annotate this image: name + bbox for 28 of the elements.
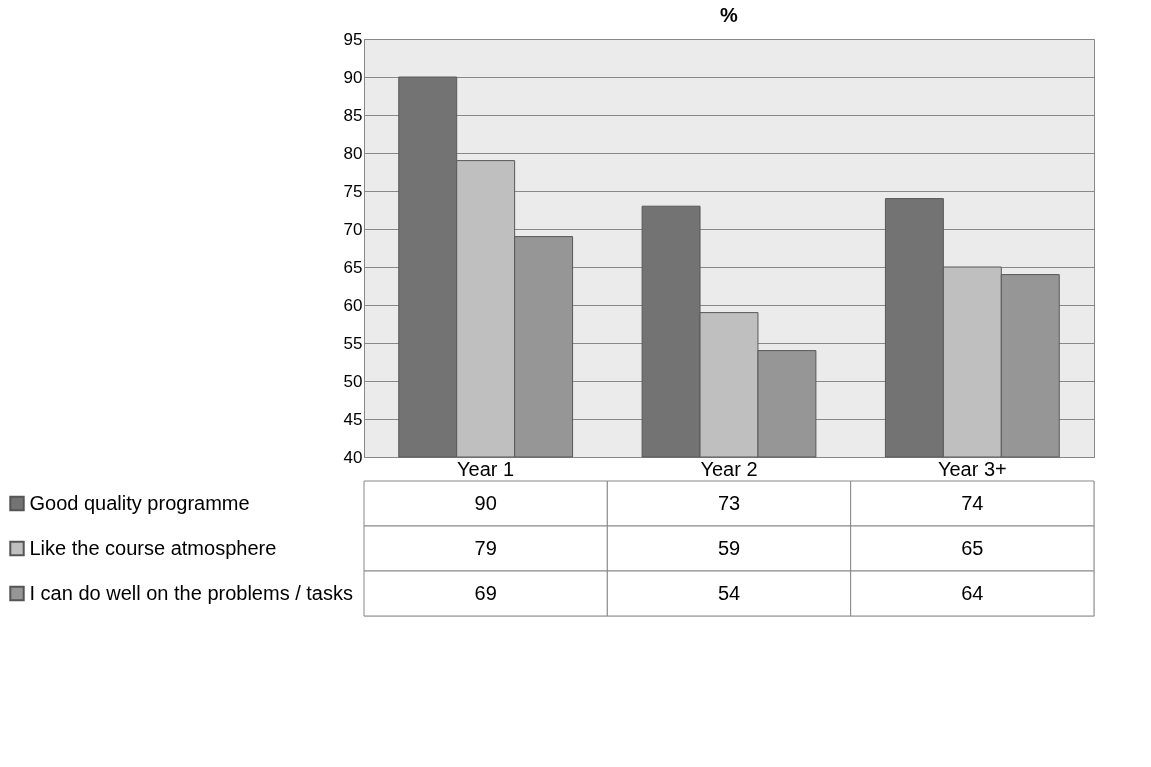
data-label: 64 — [961, 581, 984, 604]
data-label: 59 — [717, 536, 741, 559]
y-tick-label: 90 — [343, 67, 363, 87]
data-label: 90 — [474, 491, 497, 514]
data-label: 79 — [474, 536, 497, 559]
legend-label: I can do well on the problems / tasks — [29, 581, 353, 604]
legend-label: Like the course atmosphere — [29, 536, 277, 559]
chart-title: % — [720, 4, 739, 26]
data-label: 65 — [961, 536, 984, 559]
y-tick-label: 60 — [343, 295, 363, 315]
x-tick-label: Year 2 — [700, 457, 758, 480]
data-label: 74 — [961, 491, 984, 514]
y-tick-label: 55 — [343, 333, 363, 353]
data-label: 54 — [717, 581, 741, 604]
data-label: 69 — [474, 581, 497, 604]
y-tick-label: 45 — [343, 409, 363, 429]
data-label: 73 — [717, 491, 741, 514]
y-tick-label: 65 — [343, 257, 363, 277]
y-tick-label: 85 — [343, 105, 363, 125]
y-tick-label: 70 — [343, 219, 363, 239]
legend-label: Good quality programme — [29, 491, 250, 514]
x-tick-label: Year 1 — [457, 457, 515, 480]
y-tick-label: 95 — [343, 29, 363, 49]
y-tick-label: 80 — [343, 143, 363, 163]
y-tick-label: 40 — [343, 447, 363, 467]
y-tick-label: 75 — [343, 181, 363, 201]
x-tick-label: Year 3+ — [937, 457, 1007, 480]
y-tick-label: 50 — [343, 371, 363, 391]
